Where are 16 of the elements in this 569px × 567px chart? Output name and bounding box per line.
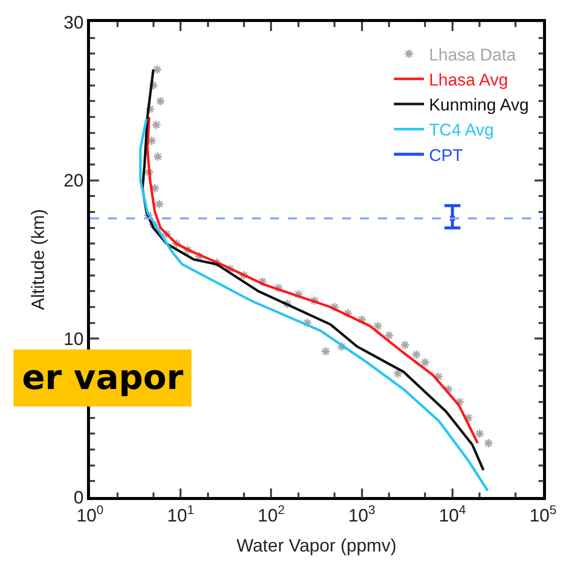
legend-label: TC4 Avg bbox=[428, 120, 494, 140]
y-tick-label: 20 bbox=[64, 170, 84, 191]
legend-label: Lhasa Avg bbox=[428, 70, 508, 90]
legend-label: Kunming Avg bbox=[428, 96, 529, 115]
x-tick-label: 10$^{2}$ bbox=[258, 502, 285, 526]
legend-label: Lhasa Data bbox=[428, 45, 516, 64]
y-tick-label: 30 bbox=[64, 12, 84, 32]
x-axis-title: Water Vapor (ppmv) bbox=[236, 535, 397, 556]
x-tick-label: 10$^{4}$ bbox=[438, 502, 466, 526]
y-tick-label: 10 bbox=[64, 328, 84, 349]
legend-label: CPT bbox=[428, 146, 463, 165]
annotation: er vapor bbox=[22, 358, 184, 398]
x-tick-label: 10$^{1}$ bbox=[167, 502, 194, 526]
x-tick-label: 10$^{3}$ bbox=[348, 502, 376, 526]
x-tick-label: 10$^{5}$ bbox=[529, 502, 557, 526]
y-axis-title: Altitude (km) bbox=[28, 208, 48, 310]
